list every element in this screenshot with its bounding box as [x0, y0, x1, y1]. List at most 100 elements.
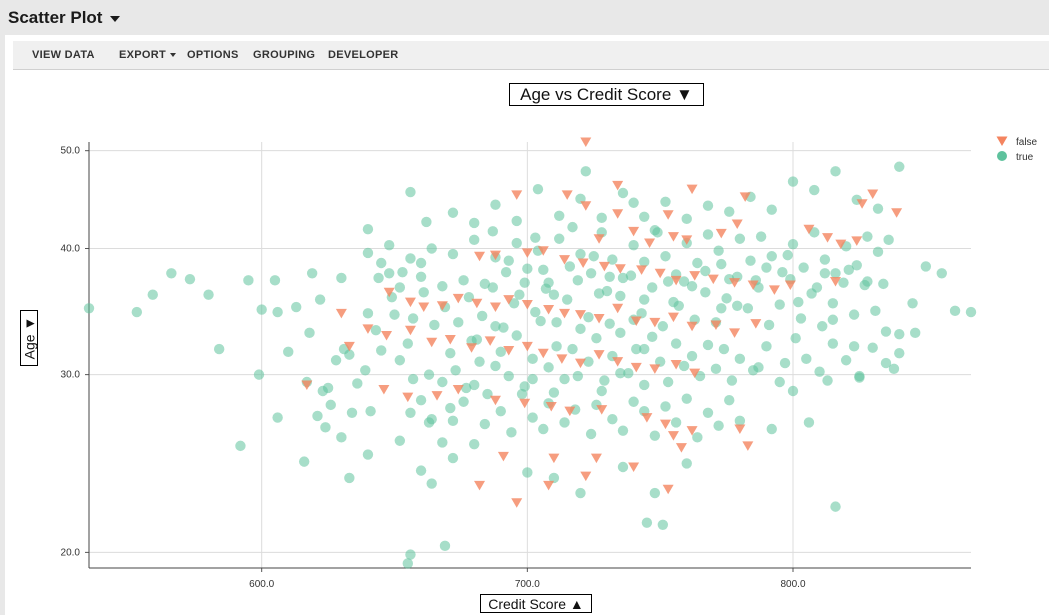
data-point-false	[545, 401, 557, 412]
data-point-false	[577, 258, 589, 268]
data-point-true	[867, 342, 878, 353]
data-point-true	[437, 437, 448, 448]
data-point-true	[415, 395, 427, 406]
data-point-false	[614, 264, 626, 274]
data-point-false	[731, 219, 743, 229]
data-point-true	[439, 540, 451, 552]
data-point-true	[551, 317, 562, 328]
data-point-false	[768, 285, 780, 295]
data-point-false	[729, 278, 741, 288]
data-point-true	[692, 257, 703, 269]
data-point-false	[381, 331, 393, 341]
data-point-true	[641, 517, 653, 528]
tick-labels: 20.0 30.0 40.0 50.0 600.0 700.0 800.0	[61, 146, 806, 590]
data-point-true	[394, 355, 406, 366]
data-point-true	[838, 277, 849, 288]
app-title-dropdown[interactable]: Scatter Plot	[8, 8, 121, 28]
data-point-true	[678, 360, 690, 372]
data-point-true	[745, 191, 756, 203]
data-point-true	[681, 237, 692, 249]
export-menu-button[interactable]: EXPORT	[119, 49, 177, 61]
y-tick-label: 50.0	[61, 146, 81, 157]
data-point-true	[713, 245, 724, 256]
chart-title-selector[interactable]: Age vs Credit Score ▼	[509, 83, 704, 106]
data-point-true	[647, 282, 658, 293]
data-point-false	[580, 471, 592, 482]
data-point-false	[654, 268, 666, 279]
data-point-false	[593, 234, 605, 244]
data-point-true	[819, 268, 831, 279]
data-point-true	[407, 313, 419, 324]
data-points	[83, 137, 977, 569]
data-point-true	[615, 367, 626, 379]
data-point-true	[503, 255, 514, 266]
x-axis-selector[interactable]: Credit Score ▲	[480, 594, 592, 613]
data-point-true	[511, 215, 522, 227]
data-point-true	[325, 399, 336, 411]
data-point-false	[543, 480, 555, 491]
data-point-false	[521, 300, 533, 310]
data-point-true	[543, 398, 554, 409]
data-point-true	[543, 277, 554, 288]
data-point-false	[835, 239, 847, 250]
data-point-true	[607, 413, 618, 425]
data-point-true	[649, 225, 661, 236]
data-point-true	[639, 256, 650, 268]
data-point-true	[817, 321, 828, 332]
data-point-true	[713, 420, 724, 431]
developer-button[interactable]: DEVELOPER	[328, 49, 399, 61]
data-point-true	[848, 309, 860, 320]
data-point-true	[336, 432, 347, 443]
data-point-true	[702, 200, 714, 211]
data-point-false	[590, 453, 602, 464]
data-point-true	[383, 240, 395, 251]
data-point-true	[827, 314, 839, 325]
data-point-true	[383, 268, 395, 279]
data-point-true	[910, 327, 921, 339]
data-point-true	[243, 275, 254, 286]
data-point-true	[314, 294, 326, 305]
data-point-true	[615, 290, 626, 302]
data-point-true	[466, 335, 477, 347]
data-point-false	[686, 426, 698, 436]
data-point-true	[660, 196, 671, 207]
grouping-button[interactable]: GROUPING	[253, 49, 316, 61]
data-point-false	[644, 238, 656, 249]
data-point-false	[689, 368, 701, 379]
data-point-true	[402, 338, 413, 349]
data-point-true	[407, 373, 419, 385]
data-point-true	[131, 306, 143, 318]
data-point-true	[362, 247, 374, 259]
data-point-true	[854, 370, 865, 382]
data-point-false	[335, 308, 347, 319]
data-point-true	[418, 287, 429, 298]
data-point-true	[617, 187, 629, 199]
data-point-true	[415, 271, 427, 283]
data-point-false	[856, 199, 868, 209]
data-point-true	[753, 362, 764, 373]
data-point-true	[490, 252, 501, 263]
data-point-false	[729, 328, 741, 338]
data-point-true	[601, 285, 613, 297]
data-point-false	[466, 343, 478, 353]
y-axis-selector[interactable]: Age ▼	[20, 310, 38, 366]
data-point-true	[593, 288, 605, 299]
data-point-true	[402, 558, 413, 569]
data-point-false	[750, 319, 762, 329]
options-button[interactable]: OPTIONS	[187, 49, 239, 61]
data-point-true	[660, 251, 671, 262]
data-point-true	[872, 246, 884, 258]
legend-label-true: true	[1016, 152, 1034, 163]
data-point-true	[415, 465, 427, 476]
data-point-false	[580, 201, 592, 211]
data-point-false	[891, 208, 903, 218]
data-point-false	[667, 232, 679, 242]
data-point-true	[554, 210, 565, 221]
data-point-true	[445, 348, 456, 359]
view-data-button[interactable]: VIEW DATA	[32, 49, 95, 61]
data-point-true	[965, 306, 977, 318]
axes	[85, 142, 971, 572]
data-point-true	[559, 373, 570, 385]
data-point-false	[830, 277, 842, 287]
data-point-true	[511, 330, 522, 341]
